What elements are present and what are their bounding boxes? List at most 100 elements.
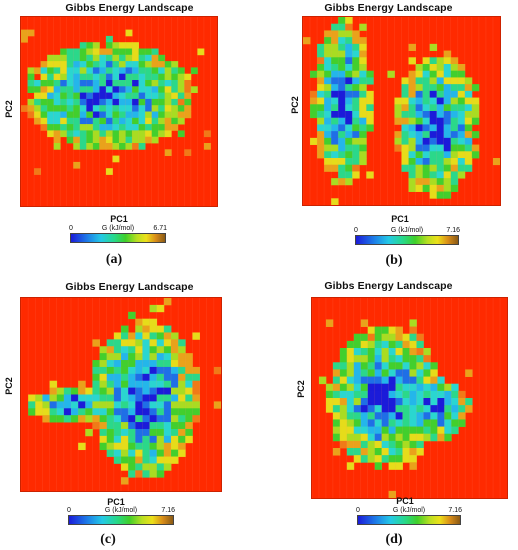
heatmap-cell: [138, 143, 146, 150]
heatmap-cell: [171, 380, 179, 388]
heatmap-plot: [302, 16, 501, 206]
heatmap-cell: [125, 111, 133, 119]
heatmap-cell: [156, 401, 165, 409]
heatmap-cell: [451, 390, 459, 399]
heatmap-cell: [99, 48, 107, 56]
heatmap-cell: [66, 105, 74, 112]
heatmap-cell: [395, 462, 403, 470]
heatmap-cell: [338, 144, 346, 152]
heatmap-cell: [158, 130, 166, 138]
heatmap-cell: [128, 311, 136, 320]
heatmap-cell: [125, 105, 133, 112]
colorbar-min: 0: [67, 507, 71, 514]
heatmap-cell: [471, 144, 480, 152]
heatmap-cell: [56, 415, 65, 423]
heatmap-cell: [408, 70, 416, 78]
heatmap-cell: [331, 164, 339, 172]
heatmap-cell: [105, 98, 113, 106]
heatmap-cell: [430, 390, 438, 399]
heatmap-cell: [422, 151, 431, 159]
heatmap-cell: [352, 50, 360, 58]
heatmap-cell: [163, 442, 172, 451]
heatmap-cell: [352, 104, 360, 112]
heatmap-cell: [53, 61, 61, 68]
heatmap-cell: [177, 73, 185, 81]
heatmap-cell: [99, 86, 107, 93]
heatmap-cell: [171, 353, 179, 361]
heatmap-cell: [345, 124, 353, 132]
heatmap-cell: [171, 401, 179, 409]
heatmap-cell: [66, 111, 74, 119]
heatmap-cell: [184, 149, 192, 156]
heatmap-cell: [409, 369, 417, 377]
heatmap-cell: [49, 401, 58, 409]
heatmap-cell: [310, 97, 318, 105]
heatmap-cell: [429, 137, 438, 145]
heatmap-cell: [151, 111, 159, 119]
heatmap-cell: [388, 419, 396, 427]
heatmap-cell: [156, 360, 165, 368]
heatmap-cell: [324, 158, 332, 166]
heatmap-cell: [317, 50, 325, 58]
heatmap-cell: [121, 366, 129, 375]
heatmap-cell: [422, 164, 431, 172]
heatmap-cell: [366, 104, 374, 112]
heatmap-cell: [53, 86, 61, 93]
heatmap-cell: [367, 426, 376, 435]
heatmap-cell: [359, 50, 367, 58]
heatmap-cell: [86, 54, 94, 62]
panel-caption: (c): [100, 532, 116, 547]
heatmap-cell: [339, 362, 348, 370]
heatmap-cell: [78, 415, 86, 423]
heatmap-cell: [388, 362, 396, 370]
heatmap-cell: [99, 387, 108, 395]
heatmap-cell: [339, 405, 348, 413]
heatmap-cell: [338, 158, 346, 166]
heatmap-cell: [149, 318, 158, 326]
heatmap-cell: [408, 77, 416, 85]
heatmap-cell: [106, 366, 115, 375]
heatmap-cell: [353, 383, 362, 392]
heatmap-cell: [402, 340, 410, 349]
heatmap-cell: [366, 124, 374, 132]
heatmap-cell: [132, 42, 139, 49]
heatmap-cell: [138, 67, 146, 75]
heatmap-cell: [339, 355, 348, 363]
heatmap-cell: [325, 405, 334, 413]
heatmap-cell: [360, 362, 369, 370]
heatmap-cell: [443, 64, 452, 72]
heatmap-cell: [132, 143, 139, 150]
heatmap-cell: [374, 433, 383, 442]
heatmap-cell: [415, 144, 424, 152]
heatmap-cell: [352, 43, 360, 51]
heatmap-cell: [185, 380, 193, 388]
heatmap-cell: [457, 158, 466, 166]
heatmap-cell: [436, 97, 445, 105]
heatmap-cell: [135, 394, 143, 402]
heatmap-cell: [443, 151, 452, 159]
heatmap-cell: [457, 117, 466, 125]
heatmap-cell: [331, 144, 339, 152]
heatmap-cell: [395, 390, 403, 399]
heatmap-cell: [142, 422, 150, 430]
heatmap-cell: [40, 61, 48, 68]
heatmap-cell: [409, 319, 417, 327]
heatmap-cell: [99, 401, 108, 409]
heatmap-cell: [415, 178, 424, 186]
heatmap-cell: [178, 373, 186, 382]
heatmap-cell: [86, 48, 94, 56]
heatmap-cell: [436, 171, 445, 179]
heatmap-cell: [352, 144, 360, 152]
heatmap-cell: [332, 433, 341, 442]
heatmap-cell: [430, 369, 438, 377]
heatmap-cell: [353, 362, 362, 370]
heatmap-cell: [125, 117, 133, 125]
heatmap-cell: [125, 48, 133, 56]
heatmap-cell: [437, 390, 445, 399]
heatmap-cell: [437, 419, 445, 427]
heatmap-cell: [353, 419, 362, 427]
heatmap-cell: [163, 353, 172, 361]
heatmap-cell: [40, 92, 48, 100]
heatmap-cell: [128, 366, 136, 375]
heatmap-cell: [135, 449, 143, 457]
